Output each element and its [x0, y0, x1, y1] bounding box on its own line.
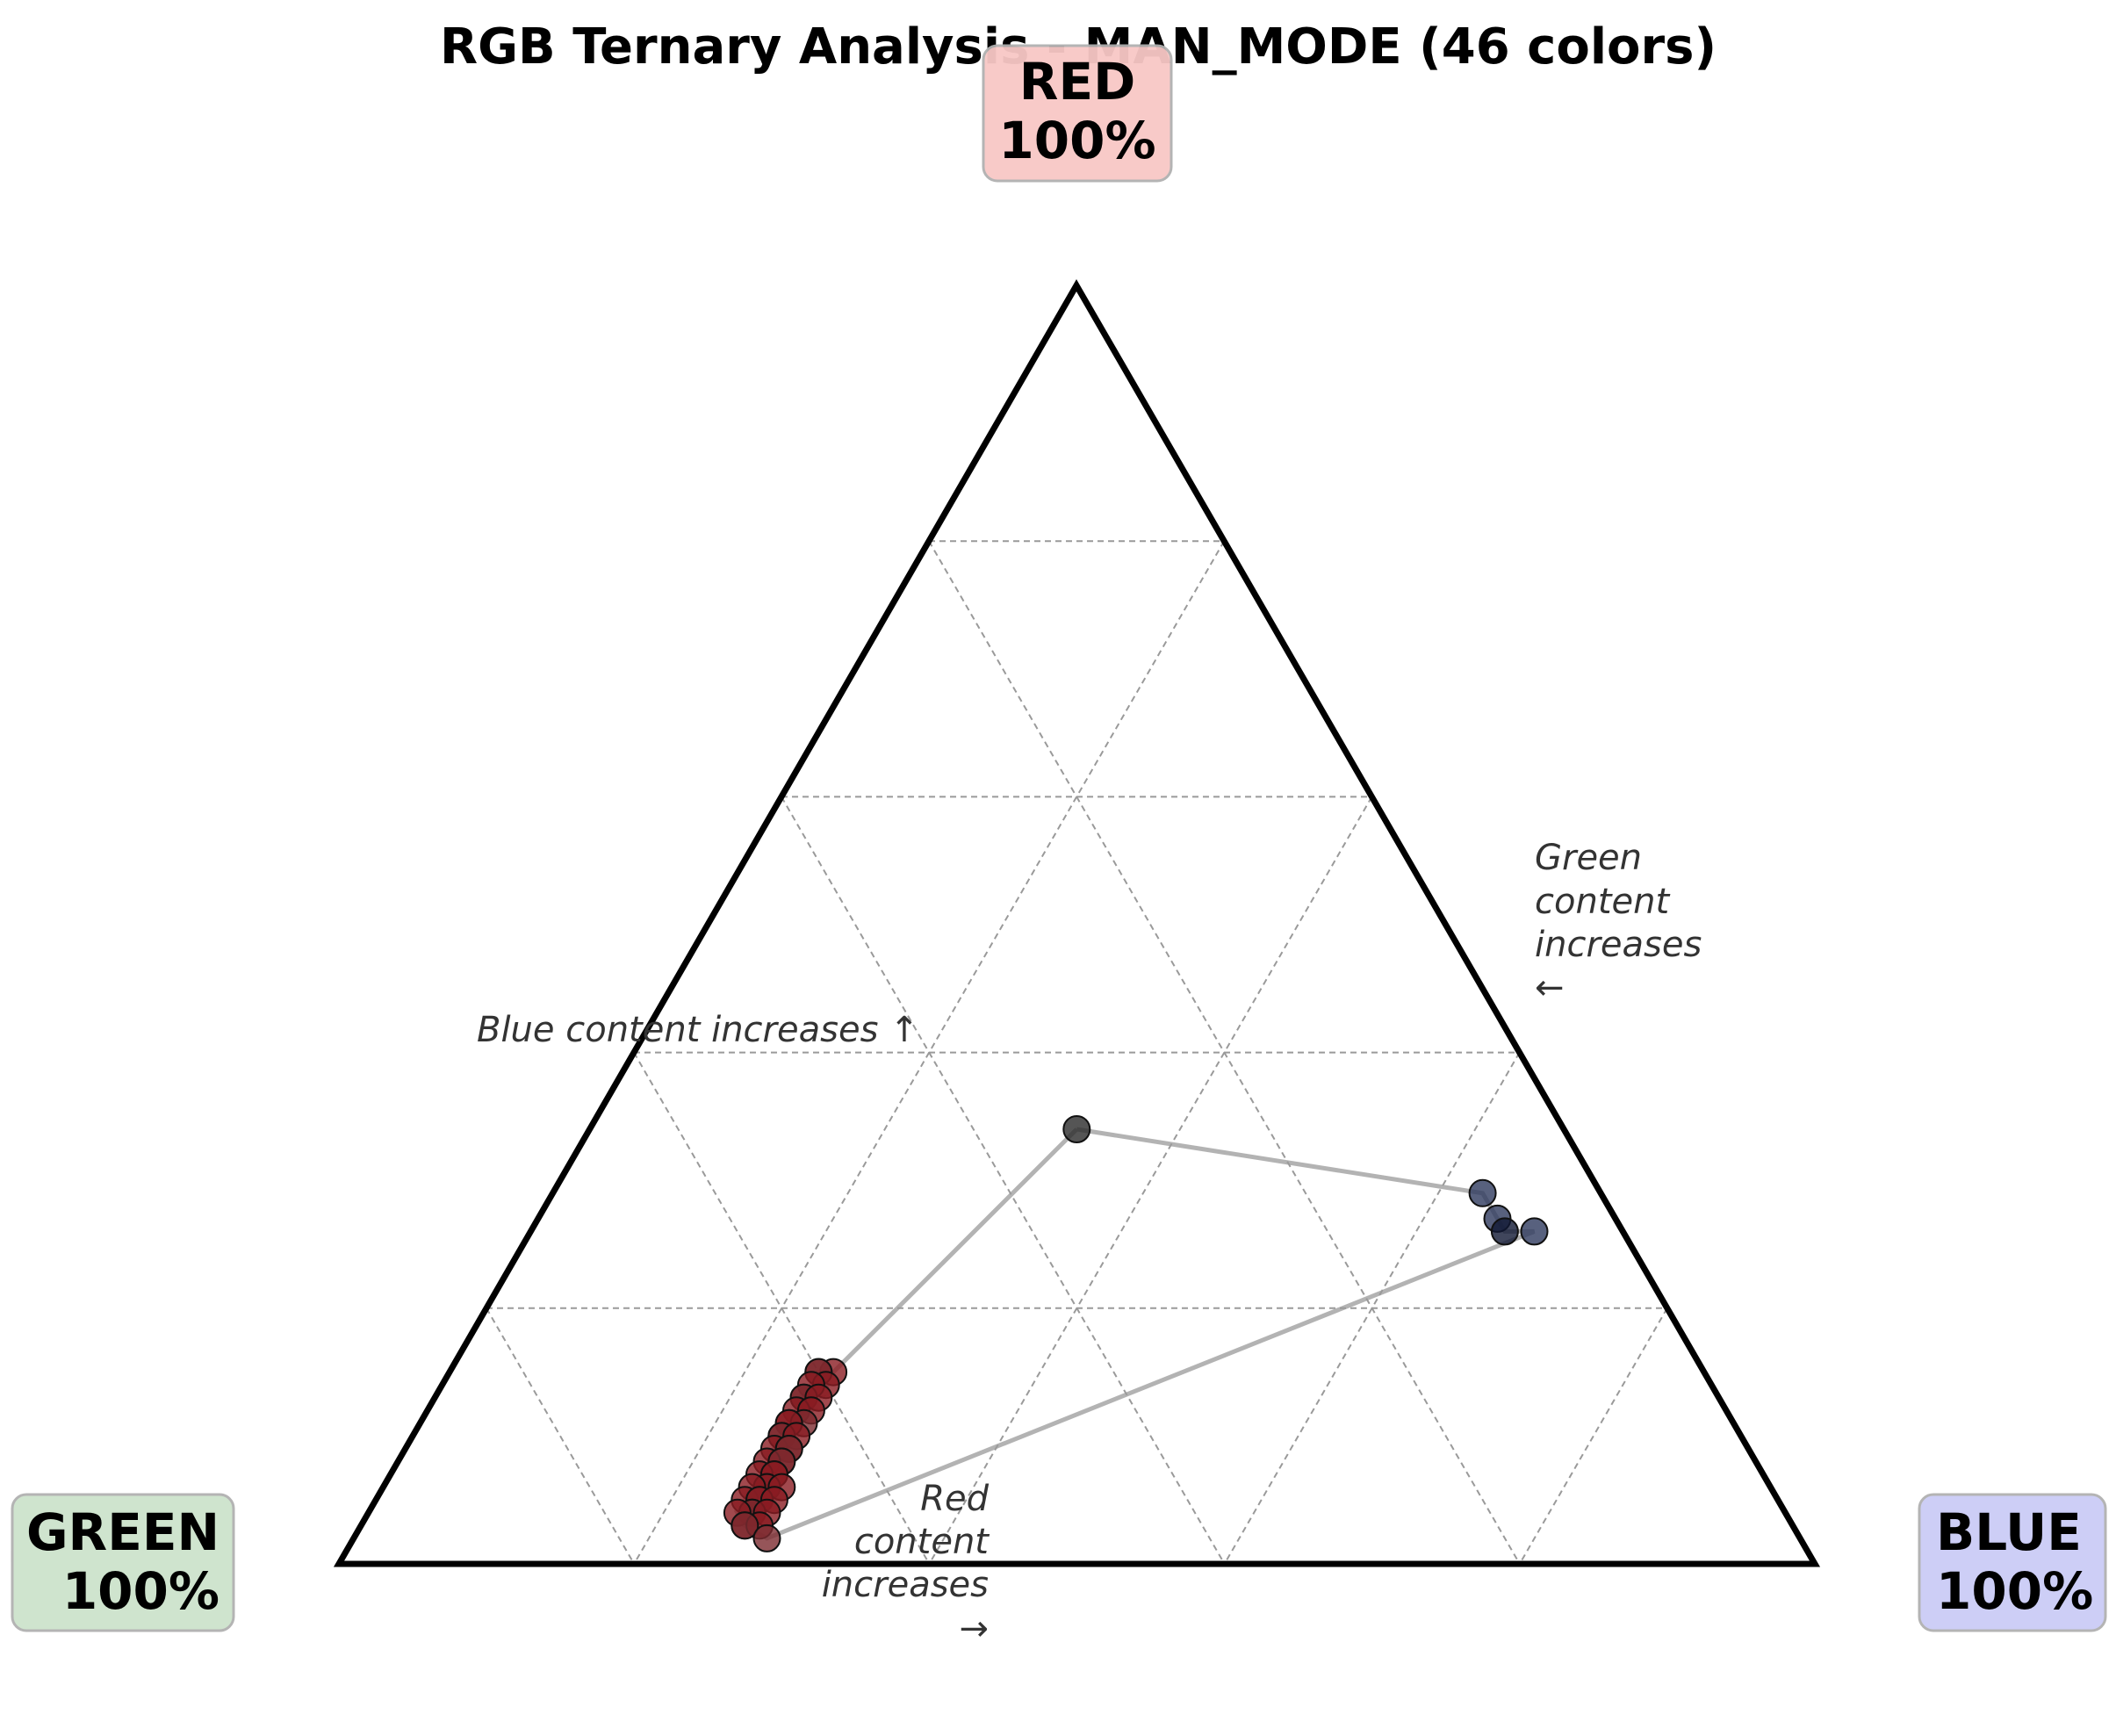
annotation-red: Red content increases →	[822, 1479, 990, 1649]
data-point-45	[1520, 1217, 1549, 1246]
grid-line-blue	[1223, 1052, 1521, 1565]
grid-line-blue	[1518, 1307, 1668, 1565]
data-point-0	[1062, 1115, 1091, 1143]
vertex-label-green-name: GREEN	[26, 1502, 220, 1562]
annotation-green-line-1: Green	[1535, 838, 1642, 878]
grid-line-green	[781, 796, 1226, 1565]
triangle-frame	[333, 278, 1821, 1567]
data-points	[723, 1115, 1549, 1552]
vertex-label-green-box	[11, 1493, 235, 1632]
grid-line-green	[486, 1307, 636, 1565]
vertex-label-red-pct: 100%	[998, 111, 1155, 170]
data-point-41	[752, 1524, 781, 1552]
annotation-red-line-4: →	[959, 1609, 989, 1649]
annotation-green-line-3: increases	[1535, 925, 1702, 965]
color-trace-line	[733, 1127, 1536, 1541]
annotation-green: Green content increases ←	[1535, 838, 1702, 1008]
annotation-red-line-3: increases	[822, 1565, 989, 1605]
annotation-red-line-1: Red	[920, 1479, 989, 1519]
vertex-label-green-pct: 100%	[62, 1561, 220, 1621]
data-point-44	[1490, 1217, 1519, 1246]
data-point-42	[1468, 1178, 1497, 1207]
vertex-label-red: RED 100%	[982, 44, 1173, 183]
vertex-label-blue-box	[1918, 1493, 2107, 1632]
vertex-label-red-name: RED	[1019, 52, 1135, 112]
annotation-green-line-2: content	[1535, 882, 1670, 922]
vertex-label-green: GREEN 100%	[11, 1493, 235, 1632]
grid-lines	[486, 540, 1668, 1565]
vertex-label-blue-name: BLUE	[1936, 1502, 2082, 1562]
annotation-green-line-4: ←	[1535, 968, 1565, 1008]
data-point-40	[731, 1511, 759, 1540]
vertex-label-blue-pct: 100%	[1936, 1561, 2093, 1621]
vertex-label-blue: BLUE 100%	[1918, 1493, 2107, 1632]
grid-line-green	[633, 1052, 931, 1565]
annotation-red-line-2: content	[854, 1522, 990, 1562]
annotation-blue: Blue content increases ↑	[477, 1010, 919, 1050]
vertex-label-red-box	[982, 44, 1173, 183]
grid-line-blue	[928, 796, 1373, 1565]
